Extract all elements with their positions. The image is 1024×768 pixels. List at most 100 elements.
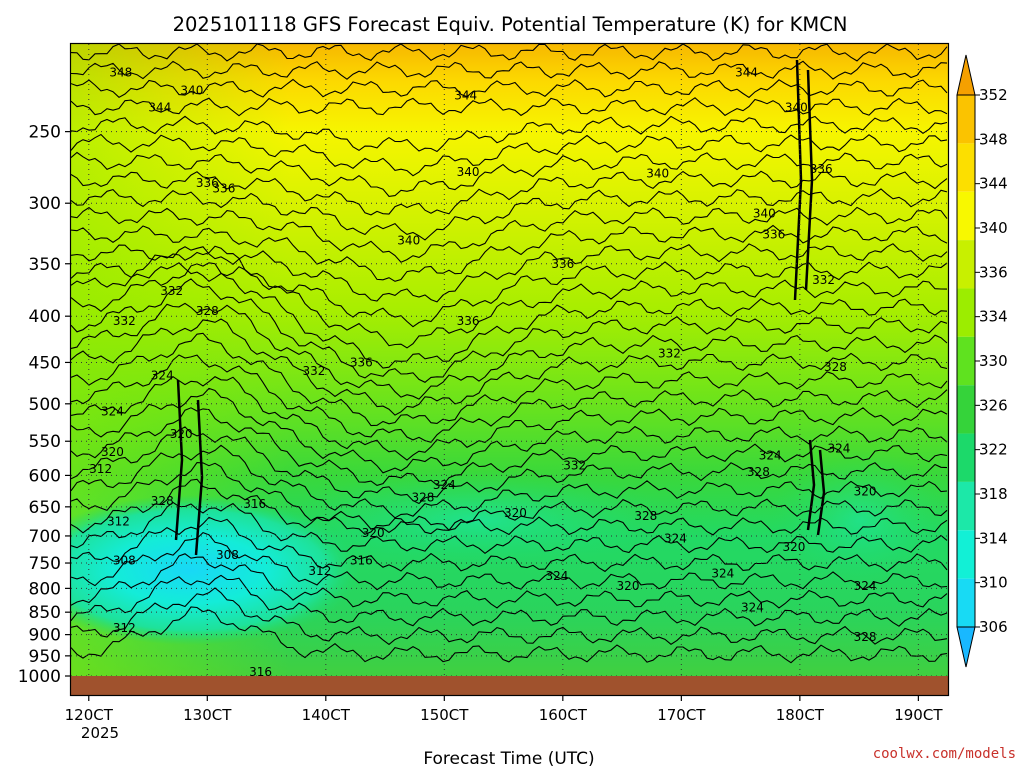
colorbar-label: 336 — [979, 263, 1008, 281]
contour-streak — [804, 69, 814, 291]
colorbar-bottom-arrow — [956, 626, 976, 668]
contour-label: 340 — [753, 207, 776, 221]
colorbar-segment — [957, 288, 975, 337]
contour-label: 344 — [148, 100, 171, 114]
contour-streak — [793, 59, 803, 301]
colorbar-label: 306 — [979, 618, 1008, 636]
contour-line — [71, 387, 948, 474]
contour-label: 324 — [854, 579, 877, 593]
x-tick-label: 150CT — [420, 706, 469, 724]
colorbar: 352 348 344 340 336 334 330 326 322 318 314 310 306 — [956, 54, 1008, 668]
contour-lines — [71, 44, 948, 664]
credit-text: coolwx.com/models — [873, 746, 1016, 762]
y-tick-label: 400 — [29, 307, 61, 327]
contour-label: 332 — [812, 273, 835, 287]
contour-label: 312 — [107, 515, 130, 529]
colorbar-segment — [957, 240, 975, 289]
contour-label: 312 — [308, 564, 331, 578]
colorbar-segment — [957, 578, 975, 627]
contour-line — [71, 407, 948, 487]
y-tick-label: 550 — [29, 432, 61, 452]
colorbar-top-arrow — [956, 54, 976, 96]
contour-line — [71, 354, 948, 443]
colorbar-segment — [957, 336, 975, 386]
contour-label: 328 — [824, 360, 847, 374]
chart-title: 2025101118 GFS Forecast Equiv. Potential… — [173, 13, 848, 36]
colorbar-label: 348 — [979, 130, 1008, 148]
contour-line — [71, 574, 948, 627]
contour-label: 320 — [782, 540, 805, 554]
contour-line — [71, 516, 948, 573]
contour-line — [71, 318, 948, 416]
colorbar-label: 322 — [979, 441, 1008, 459]
colorbar-segment — [957, 481, 975, 531]
x-tick-label: 140CT — [302, 706, 351, 724]
colorbar-label: 344 — [979, 175, 1008, 193]
contour-label: 320 — [504, 506, 527, 520]
y-tick-label: 750 — [29, 554, 61, 574]
contour-label: 308 — [216, 548, 239, 562]
x-tick-label: 180CT — [776, 706, 825, 724]
contour-label: 324 — [711, 566, 734, 580]
y-tick-label: 950 — [29, 647, 61, 667]
contour-label: 316 — [350, 553, 373, 567]
colorbar-label: 334 — [979, 308, 1008, 326]
contour-line — [71, 60, 948, 80]
y-tick-label: 500 — [29, 395, 61, 415]
contour-label: 320 — [362, 526, 385, 540]
x-axis-label: Forecast Time (UTC) — [423, 749, 594, 768]
y-tick-label: 350 — [29, 255, 61, 275]
contour-label: 320 — [854, 484, 877, 498]
contour-label: 336 — [196, 176, 219, 190]
contour-line — [71, 115, 948, 153]
x-year-label: 2025 — [81, 724, 119, 742]
contour-line — [71, 97, 948, 117]
colorbar-segment — [957, 191, 975, 241]
contour-line — [71, 478, 948, 536]
y-tick-label: 450 — [29, 353, 61, 373]
contour-label: 344 — [454, 88, 477, 102]
contour-label: 336 — [457, 314, 480, 328]
contour-label: 340 — [785, 100, 808, 114]
colorbar-segment — [957, 433, 975, 482]
contour-line — [71, 553, 948, 609]
contour-line — [71, 243, 948, 303]
contour-label: 332 — [658, 347, 681, 361]
contour-streak — [806, 439, 816, 531]
contour-label: 328 — [747, 465, 770, 479]
contour-line — [71, 245, 948, 349]
contour-label: 328 — [196, 304, 219, 318]
contour-label: 340 — [180, 83, 203, 97]
contour-streak — [174, 379, 184, 541]
colorbar-label: 330 — [979, 352, 1008, 370]
contour-label: 340 — [457, 165, 480, 179]
colorbar-label: 340 — [979, 219, 1008, 237]
y-tick-label: 250 — [29, 123, 61, 143]
contour-label: 320 — [170, 427, 193, 441]
y-tick-label: 900 — [29, 626, 61, 646]
colorbar-segment — [957, 385, 975, 434]
contour-label: 324 — [828, 441, 851, 455]
x-tick-label: 160CT — [539, 706, 588, 724]
contour-line — [71, 44, 948, 62]
contour-label: 340 — [646, 166, 669, 180]
contour-label: 328 — [151, 494, 174, 508]
contour-line — [71, 262, 948, 369]
contour-line — [71, 531, 948, 591]
contour-label: 336 — [212, 182, 235, 196]
contour-line — [71, 302, 948, 400]
contour-label: 336 — [551, 257, 574, 271]
contour-label: 324 — [545, 569, 568, 583]
contour-label: 340 — [397, 234, 420, 248]
contour-line — [71, 444, 948, 519]
contour-streak — [194, 399, 204, 556]
contour-label: 324 — [741, 601, 764, 615]
contour-label: 320 — [617, 579, 640, 593]
contour-label: 336 — [762, 228, 785, 242]
contour-line — [71, 206, 948, 263]
colorbar-label: 326 — [979, 396, 1008, 414]
contour-label: 324 — [151, 368, 174, 382]
ground-surface — [71, 676, 948, 695]
contour-label: 324 — [433, 478, 456, 492]
